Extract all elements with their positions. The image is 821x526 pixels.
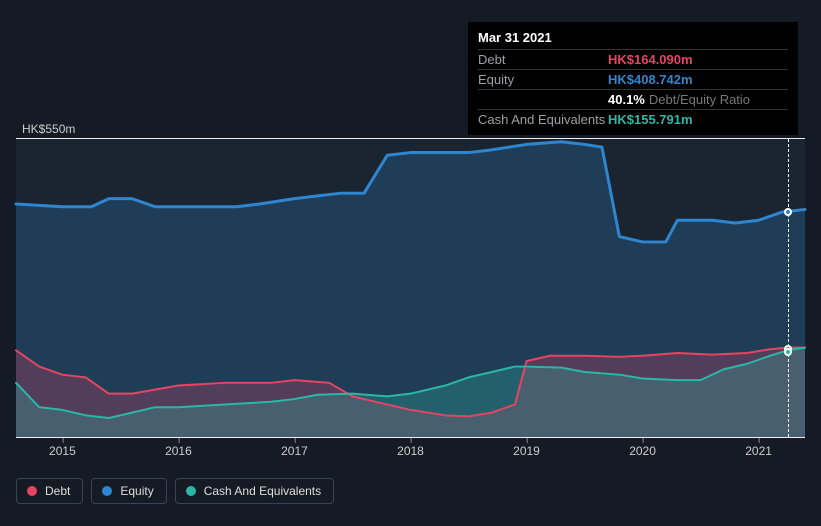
chart-cursor-line	[788, 139, 789, 437]
tooltip-label	[478, 92, 608, 107]
x-axis-tick: 2016	[165, 444, 192, 458]
tooltip-value: HK$164.090m	[608, 52, 693, 67]
tooltip-row: Cash And EquivalentsHK$155.791m	[478, 109, 788, 129]
tooltip-extra: Debt/Equity Ratio	[649, 92, 750, 107]
tooltip-label: Equity	[478, 72, 608, 87]
tooltip-value: 40.1%	[608, 92, 645, 107]
chart-svg	[16, 139, 805, 437]
legend-item-cash-and-equivalents[interactable]: Cash And Equivalents	[175, 478, 334, 504]
x-axis-tick: 2019	[513, 444, 540, 458]
legend-item-debt[interactable]: Debt	[16, 478, 83, 504]
legend-swatch	[102, 486, 112, 496]
legend-item-equity[interactable]: Equity	[91, 478, 166, 504]
cursor-dot	[784, 208, 792, 216]
tooltip-label: Debt	[478, 52, 608, 67]
x-axis-tick: 2021	[745, 444, 772, 458]
tooltip-row: DebtHK$164.090m	[478, 49, 788, 69]
tooltip-value: HK$155.791m	[608, 112, 693, 127]
cursor-dot	[784, 348, 792, 356]
tooltip-label: Cash And Equivalents	[478, 112, 608, 127]
x-axis: 2015 2016 2017 2018 2019 2020 2021	[16, 438, 805, 458]
x-axis-tick: 2018	[397, 444, 424, 458]
x-axis-tick: 2020	[629, 444, 656, 458]
chart-tooltip: Mar 31 2021 DebtHK$164.090mEquityHK$408.…	[468, 22, 798, 135]
legend-swatch	[186, 486, 196, 496]
chart-legend: Debt Equity Cash And Equivalents	[16, 478, 334, 504]
legend-label: Cash And Equivalents	[204, 484, 321, 498]
chart-plot-area[interactable]	[16, 138, 805, 438]
tooltip-row: 40.1% Debt/Equity Ratio	[478, 89, 788, 109]
y-axis-label-max: HK$550m	[22, 122, 75, 136]
legend-label: Equity	[120, 484, 153, 498]
legend-label: Debt	[45, 484, 70, 498]
x-axis-tick: 2015	[49, 444, 76, 458]
tooltip-row: EquityHK$408.742m	[478, 69, 788, 89]
tooltip-value: HK$408.742m	[608, 72, 693, 87]
tooltip-date: Mar 31 2021	[478, 28, 788, 49]
x-axis-tick: 2017	[281, 444, 308, 458]
legend-swatch	[27, 486, 37, 496]
